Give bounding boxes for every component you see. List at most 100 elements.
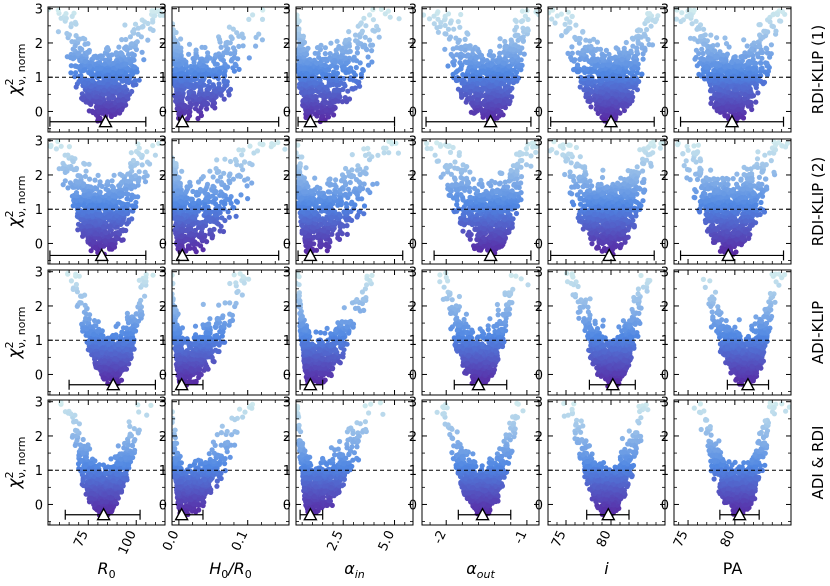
scatter-point [140,23,146,30]
scatter-point [451,58,457,64]
scatter-point [116,44,122,50]
scatter-point [488,83,494,89]
scatter-point [735,106,741,112]
scatter-point [352,32,359,38]
y-tick-label: 0 [283,105,291,120]
scatter-point [580,47,586,53]
scatter-point [764,72,771,78]
scatter-point [453,35,459,41]
scatter-point [465,52,471,58]
scatter-point [104,103,110,109]
scatter-point [445,11,452,17]
scatter-point [173,95,180,101]
scatter-point [330,81,336,88]
scatter-point [325,67,331,73]
scatter-point [434,25,440,31]
scatter-point [363,23,369,29]
scatter-point [623,39,629,46]
scatter-point [132,64,138,70]
scatter-point [133,199,139,206]
scatter-point [314,45,321,51]
scatter-point [339,48,345,54]
scatter-point [693,47,700,53]
scatter-point [378,7,384,12]
scatter-point [500,60,506,66]
scatter-point [372,28,378,34]
scatter-point [174,52,180,58]
scatter-point [253,43,259,49]
scatter-points [674,7,788,125]
scatter-point [448,51,454,58]
scatter-point [250,12,256,18]
scatter-point [158,10,164,16]
scatter-point [193,101,199,108]
scatter-point [129,216,135,222]
scatter-point [611,84,617,90]
scatter-point [358,20,364,26]
scatter-point [708,100,714,106]
scatter-point [212,61,218,67]
scatter-point [82,173,88,179]
scatter-point [621,107,628,114]
scatter-point [124,94,130,100]
scatter-point [362,34,368,40]
scatter-point [178,72,184,78]
scatter-point [150,8,156,14]
scatter-point [226,92,232,98]
scatter-point [468,95,474,101]
scatter-point [341,64,347,70]
scatter-point [495,66,502,73]
scatter-point [222,61,228,67]
scatter-point [343,49,349,55]
best-fit-marker [483,114,498,128]
scatter-point [489,77,496,83]
scatter-point [613,112,619,118]
scatter-point [55,139,61,145]
scatter-point [744,43,750,49]
scatter-point [197,60,203,66]
scatter-point [617,77,623,83]
scatter-point [644,17,650,23]
scatter-point [699,46,705,52]
scatter-point [580,29,586,35]
scatter-point [326,92,332,98]
scatter-point [147,161,153,167]
scatter-point [150,143,156,149]
scatter-point [604,92,610,98]
scatter-point [118,69,124,75]
scatter-point [184,81,190,87]
scatter-point [396,16,402,22]
scatter-point [731,68,737,74]
scatter-point [260,7,266,13]
scatter-point [458,11,464,18]
scatter-point [613,92,619,98]
scatter-point [334,38,340,44]
scatter-point [583,56,590,62]
scatter-point [210,103,216,109]
y-tick-label: 1 [661,71,669,86]
scatter-point [119,172,125,178]
scatter-point [136,169,142,175]
scatter-point [259,16,266,22]
scatter-point [644,27,650,33]
scatter-point [473,54,479,61]
scatter-point [351,70,357,76]
scatter-point [426,16,433,22]
scatter-point [592,58,598,64]
scatter-point [760,34,766,40]
scatter-point [480,80,486,86]
scatter-point [322,51,328,57]
scatter-point [583,37,589,43]
scatter-point [338,53,344,60]
y-tick-label: 2 [535,37,543,52]
scatter-point [232,50,238,57]
scatter-point [718,56,724,63]
scatter-point [599,71,605,77]
scatter-point [498,88,505,94]
scatter-point [345,88,351,94]
scatter-point [342,55,348,61]
best-fit-marker [603,114,619,128]
scatter-point [315,51,321,57]
scatter-point [467,44,473,51]
